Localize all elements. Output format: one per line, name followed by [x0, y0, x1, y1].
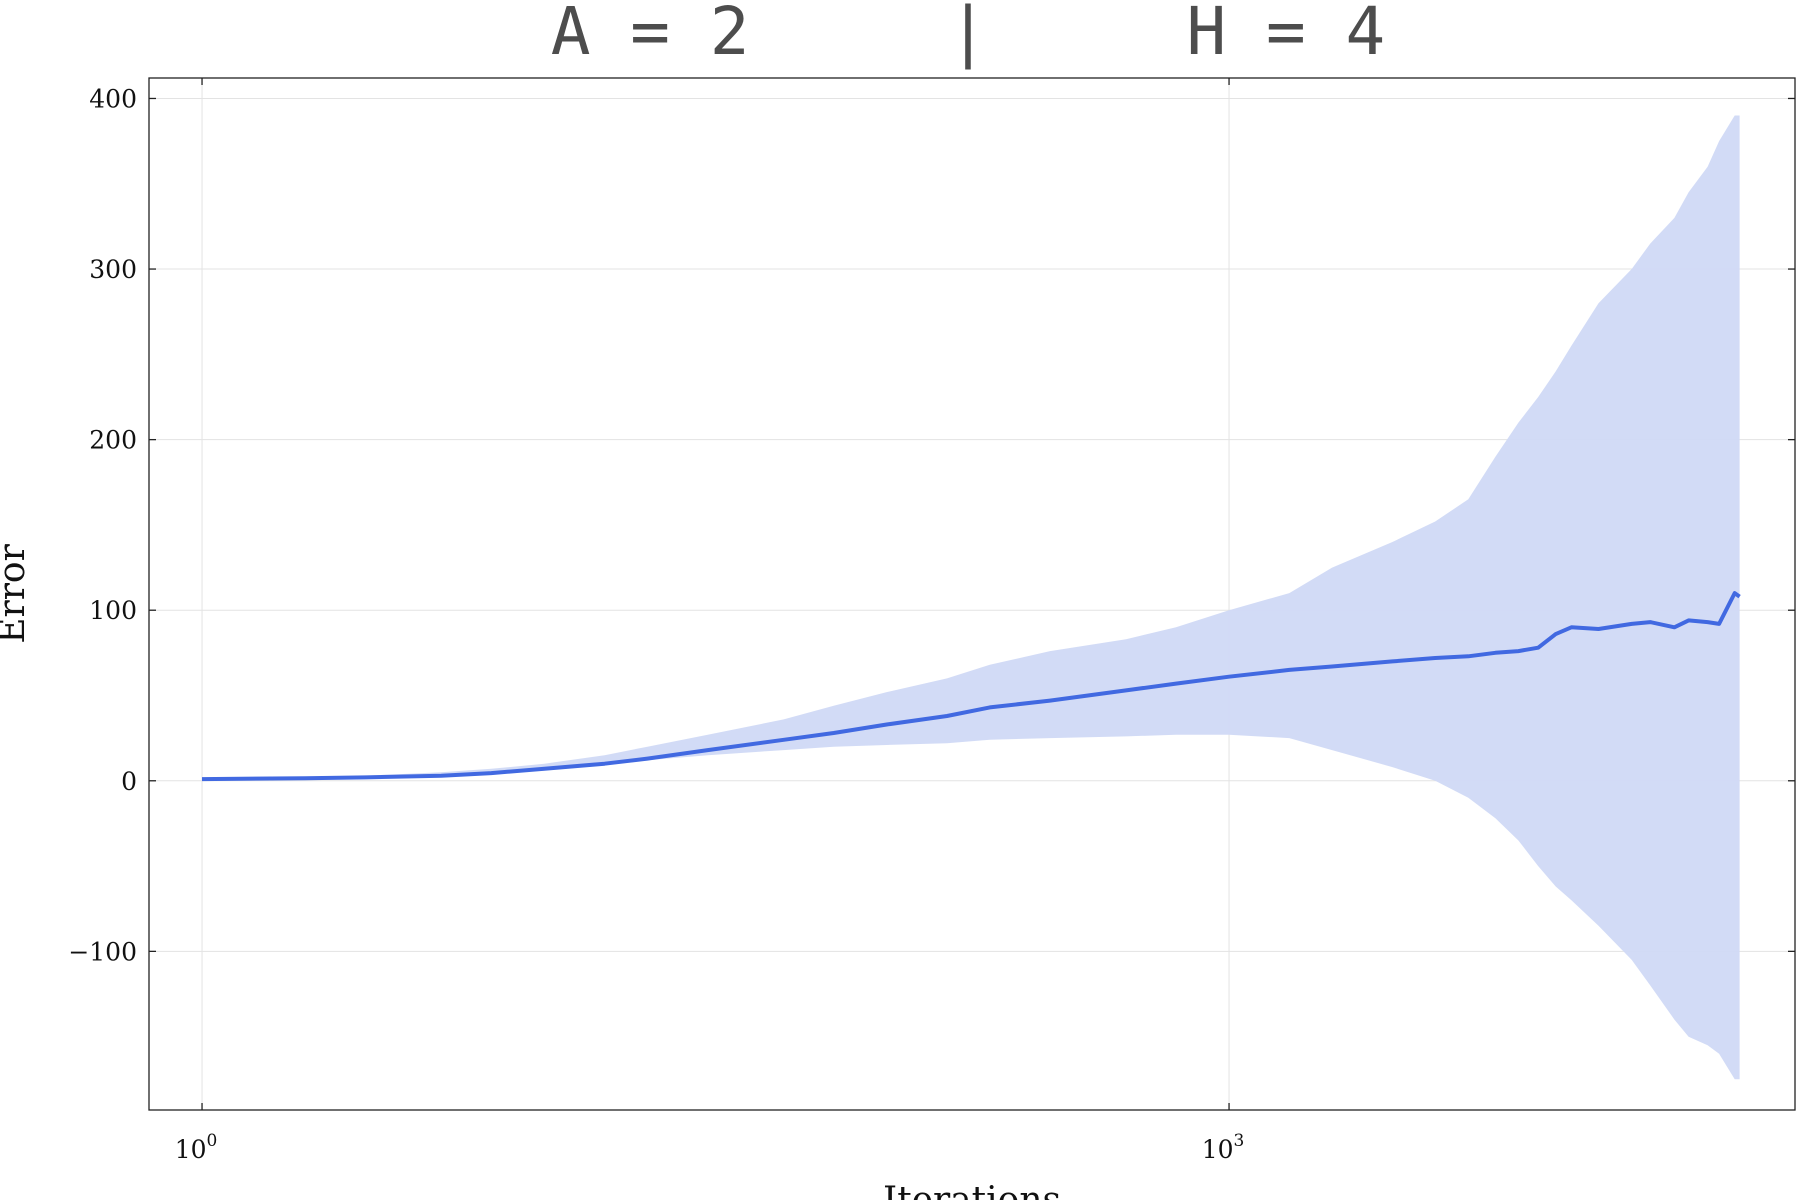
- error-band: [202, 115, 1740, 1080]
- chart-title: A = 2 | H = 4: [551, 0, 1385, 70]
- x-tick-label: 100: [175, 1131, 218, 1164]
- y-tick-label: −100: [68, 937, 137, 966]
- x-tick-label: 103: [1202, 1131, 1245, 1164]
- y-tick-label: 0: [121, 767, 137, 796]
- y-tick-label: 400: [89, 84, 137, 113]
- y-axis-label: Error: [0, 543, 33, 643]
- y-tick-label: 100: [89, 596, 137, 625]
- y-tick-label: 300: [89, 255, 137, 284]
- mean-error-line: [201, 591, 1741, 782]
- axis-ticks: 400 300 200 100 0 −100 100 103: [68, 78, 1795, 1164]
- y-tick-label: 200: [89, 426, 137, 455]
- grid: [149, 78, 1795, 1110]
- plot-frame: [148, 77, 1796, 1111]
- x-axis-label: Iterations: [883, 1180, 1061, 1200]
